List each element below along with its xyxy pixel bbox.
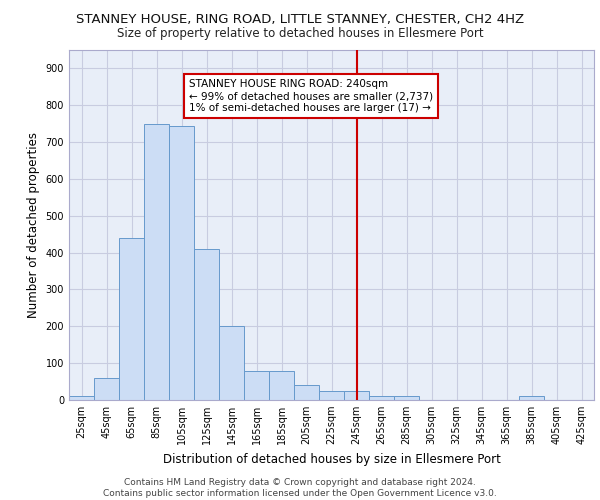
Bar [144, 124, 169, 400]
Bar [319, 391, 344, 400]
Bar [344, 391, 369, 400]
Text: STANNEY HOUSE RING ROAD: 240sqm
← 99% of detached houses are smaller (2,737)
1% : STANNEY HOUSE RING ROAD: 240sqm ← 99% of… [189, 80, 433, 112]
Bar [219, 326, 244, 400]
Bar [394, 396, 419, 400]
Bar [269, 370, 294, 400]
Text: Size of property relative to detached houses in Ellesmere Port: Size of property relative to detached ho… [116, 28, 484, 40]
X-axis label: Distribution of detached houses by size in Ellesmere Port: Distribution of detached houses by size … [163, 452, 500, 466]
Bar [119, 238, 144, 400]
Text: STANNEY HOUSE, RING ROAD, LITTLE STANNEY, CHESTER, CH2 4HZ: STANNEY HOUSE, RING ROAD, LITTLE STANNEY… [76, 12, 524, 26]
Bar [519, 396, 544, 400]
Bar [94, 378, 119, 400]
Y-axis label: Number of detached properties: Number of detached properties [27, 132, 40, 318]
Text: Contains HM Land Registry data © Crown copyright and database right 2024.
Contai: Contains HM Land Registry data © Crown c… [103, 478, 497, 498]
Bar [244, 370, 269, 400]
Bar [169, 126, 194, 400]
Bar [194, 249, 219, 400]
Bar [69, 396, 94, 400]
Bar [369, 396, 394, 400]
Bar [294, 386, 319, 400]
